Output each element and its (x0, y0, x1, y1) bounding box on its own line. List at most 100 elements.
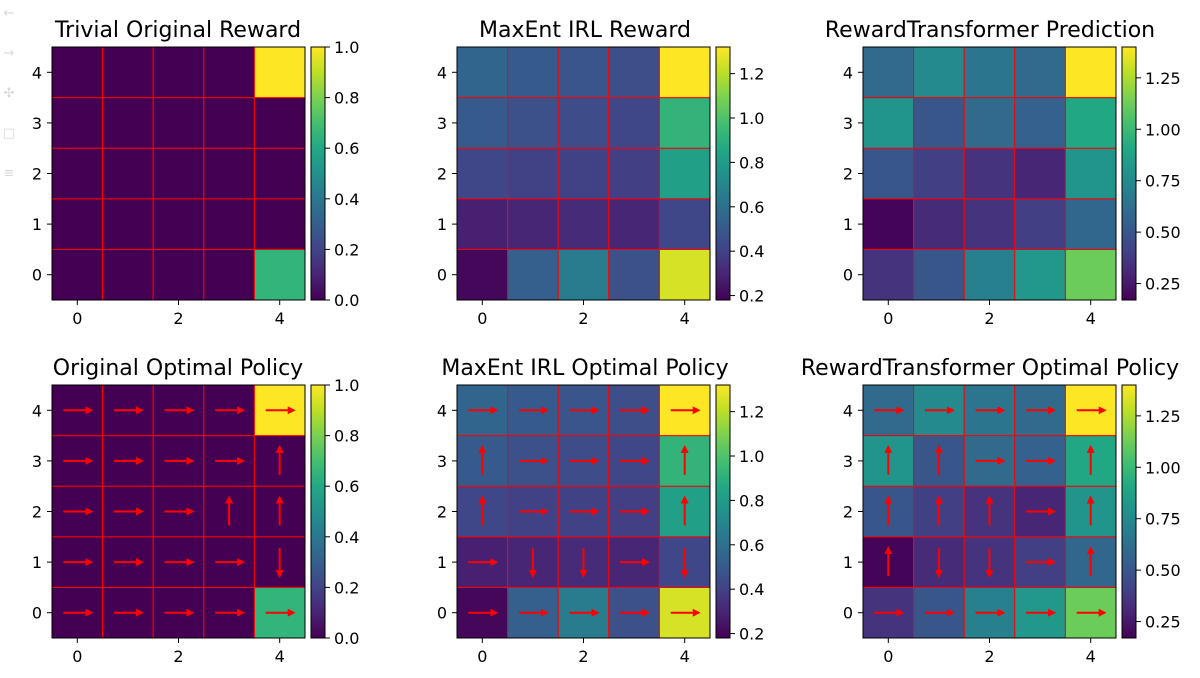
x-tick-label: 2 (578, 309, 588, 328)
subplots-config-icon[interactable]: ≡ (3, 166, 15, 181)
colorbar-tick-label: 0.8 (739, 491, 764, 510)
y-tick-label: 3 (32, 114, 42, 133)
heatmap-cell (456, 97, 509, 149)
heatmap-cell (51, 46, 104, 99)
panel-5: MaxEnt IRL Optimal Policy 0 2 4 0 1 2 3 4 0.2 0.4 0… (437, 356, 765, 666)
colorbar-tick-label: 0.50 (1145, 223, 1181, 242)
colorbar (310, 46, 326, 301)
colorbar-tick-label: 0.2 (334, 578, 359, 597)
x-tick-label: 2 (173, 647, 183, 666)
x-tick-label: 4 (680, 309, 690, 328)
y-tick-label: 0 (437, 604, 447, 623)
heatmap-cell (253, 198, 306, 250)
y-tick-label: 2 (32, 503, 42, 522)
zoom-rect-icon[interactable]: □ (2, 126, 16, 141)
colorbar-tick-label: 1.2 (739, 403, 764, 422)
colorbar (715, 46, 731, 301)
heatmap-cell (152, 198, 205, 250)
panel-1: Trivial Original Reward 0 2 4 0 1 2 3 4 0.0 0.2 0.4… (32, 18, 360, 328)
heatmap-cell (658, 248, 711, 301)
heatmap-cell (51, 198, 104, 250)
colorbar-tick-label: 0.25 (1145, 275, 1181, 294)
y-tick-label: 2 (843, 165, 853, 184)
y-tick-label: 2 (32, 165, 42, 184)
panel-title: Original Optimal Policy (53, 356, 303, 381)
panel-4: Original Optimal Policy 0 2 4 0 1 2 3 4 0.0 0.2 0.4… (32, 356, 360, 666)
x-tick-label: 0 (883, 647, 893, 666)
heatmap-cell (862, 248, 915, 301)
heatmap-cell (913, 198, 965, 250)
panel-6: RewardTransformer Optimal Policy 0 2 4 0 1 2 3 4… (801, 356, 1181, 666)
x-tick-label: 4 (680, 647, 690, 666)
heatmap-cell (253, 46, 306, 99)
x-tick-label: 0 (72, 309, 82, 328)
heatmap-cell (913, 147, 965, 200)
heatmap-cell (1014, 485, 1066, 538)
y-tick-label: 1 (32, 553, 42, 572)
heatmap-cell (658, 147, 711, 200)
x-tick-label: 2 (984, 647, 994, 666)
pan-move-icon[interactable]: ✣ (3, 86, 15, 101)
heatmap-cell (456, 147, 509, 200)
colorbar-tick-label: 0.75 (1145, 510, 1181, 529)
x-tick-label: 2 (984, 309, 994, 328)
heatmap-cell (557, 97, 610, 149)
heatmap-cell (862, 147, 915, 200)
heatmap-cell (1064, 147, 1117, 200)
heatmap-cell (102, 198, 154, 250)
colorbar-tick-label: 0.75 (1145, 172, 1181, 191)
heatmap-cell (1064, 97, 1117, 149)
panel-3: RewardTransformer Prediction 0 2 4 0 1 2 3 4 0.25… (825, 18, 1181, 328)
y-tick-label: 1 (843, 215, 853, 234)
y-tick-label: 2 (437, 165, 447, 184)
heatmap-cell (203, 147, 255, 200)
y-tick-label: 3 (32, 452, 42, 471)
heatmap-cell (913, 248, 965, 301)
heatmap-cell (658, 198, 711, 250)
heatmap-cell (102, 248, 154, 301)
forward-arrow-icon[interactable]: → (3, 46, 15, 61)
colorbar-tick-label: 0.2 (334, 240, 359, 259)
heatmap-cell (1014, 46, 1066, 99)
back-arrow-icon[interactable]: ← (3, 6, 15, 21)
y-tick-label: 2 (437, 503, 447, 522)
colorbar (715, 384, 731, 639)
colorbar-tick-label: 0.4 (334, 190, 359, 209)
heatmap-cell (507, 147, 559, 200)
y-tick-label: 1 (437, 553, 447, 572)
panel-title: Trivial Original Reward (54, 18, 301, 43)
y-tick-label: 1 (32, 215, 42, 234)
colorbar (1121, 46, 1137, 301)
y-tick-label: 4 (32, 401, 42, 420)
x-tick-label: 2 (173, 309, 183, 328)
colorbar-tick-label: 1.0 (334, 38, 359, 57)
heatmap-cell (608, 248, 660, 301)
colorbar-tick-label: 0.2 (739, 287, 764, 306)
heatmap-cell (51, 147, 104, 200)
heatmap-cell (963, 97, 1016, 149)
heatmap-cell (1064, 46, 1117, 99)
colorbar-tick-label: 0.4 (334, 528, 359, 547)
heatmap-cell (1014, 248, 1066, 301)
heatmap-cell (253, 97, 306, 149)
colorbar-tick-label: 1.2 (739, 65, 764, 84)
colorbar-tick-label: 0.4 (739, 242, 764, 261)
colorbar (310, 384, 326, 639)
heatmap-cell (608, 97, 660, 149)
heatmap-cell (507, 248, 559, 301)
heatmap-cell (152, 97, 205, 149)
y-tick-label: 0 (843, 604, 853, 623)
heatmap-cell (203, 198, 255, 250)
heatmap-cell (456, 46, 509, 99)
x-tick-label: 0 (72, 647, 82, 666)
heatmap-cell (1064, 248, 1117, 301)
heatmap-cell (557, 46, 610, 99)
heatmap-cell (1064, 198, 1117, 250)
heatmap-cell (862, 198, 915, 250)
heatmap-cell (862, 97, 915, 149)
colorbar-tick-label: 0.4 (739, 580, 764, 599)
heatmap-cell (913, 435, 965, 487)
y-tick-label: 4 (843, 63, 853, 82)
y-tick-label: 0 (32, 266, 42, 285)
